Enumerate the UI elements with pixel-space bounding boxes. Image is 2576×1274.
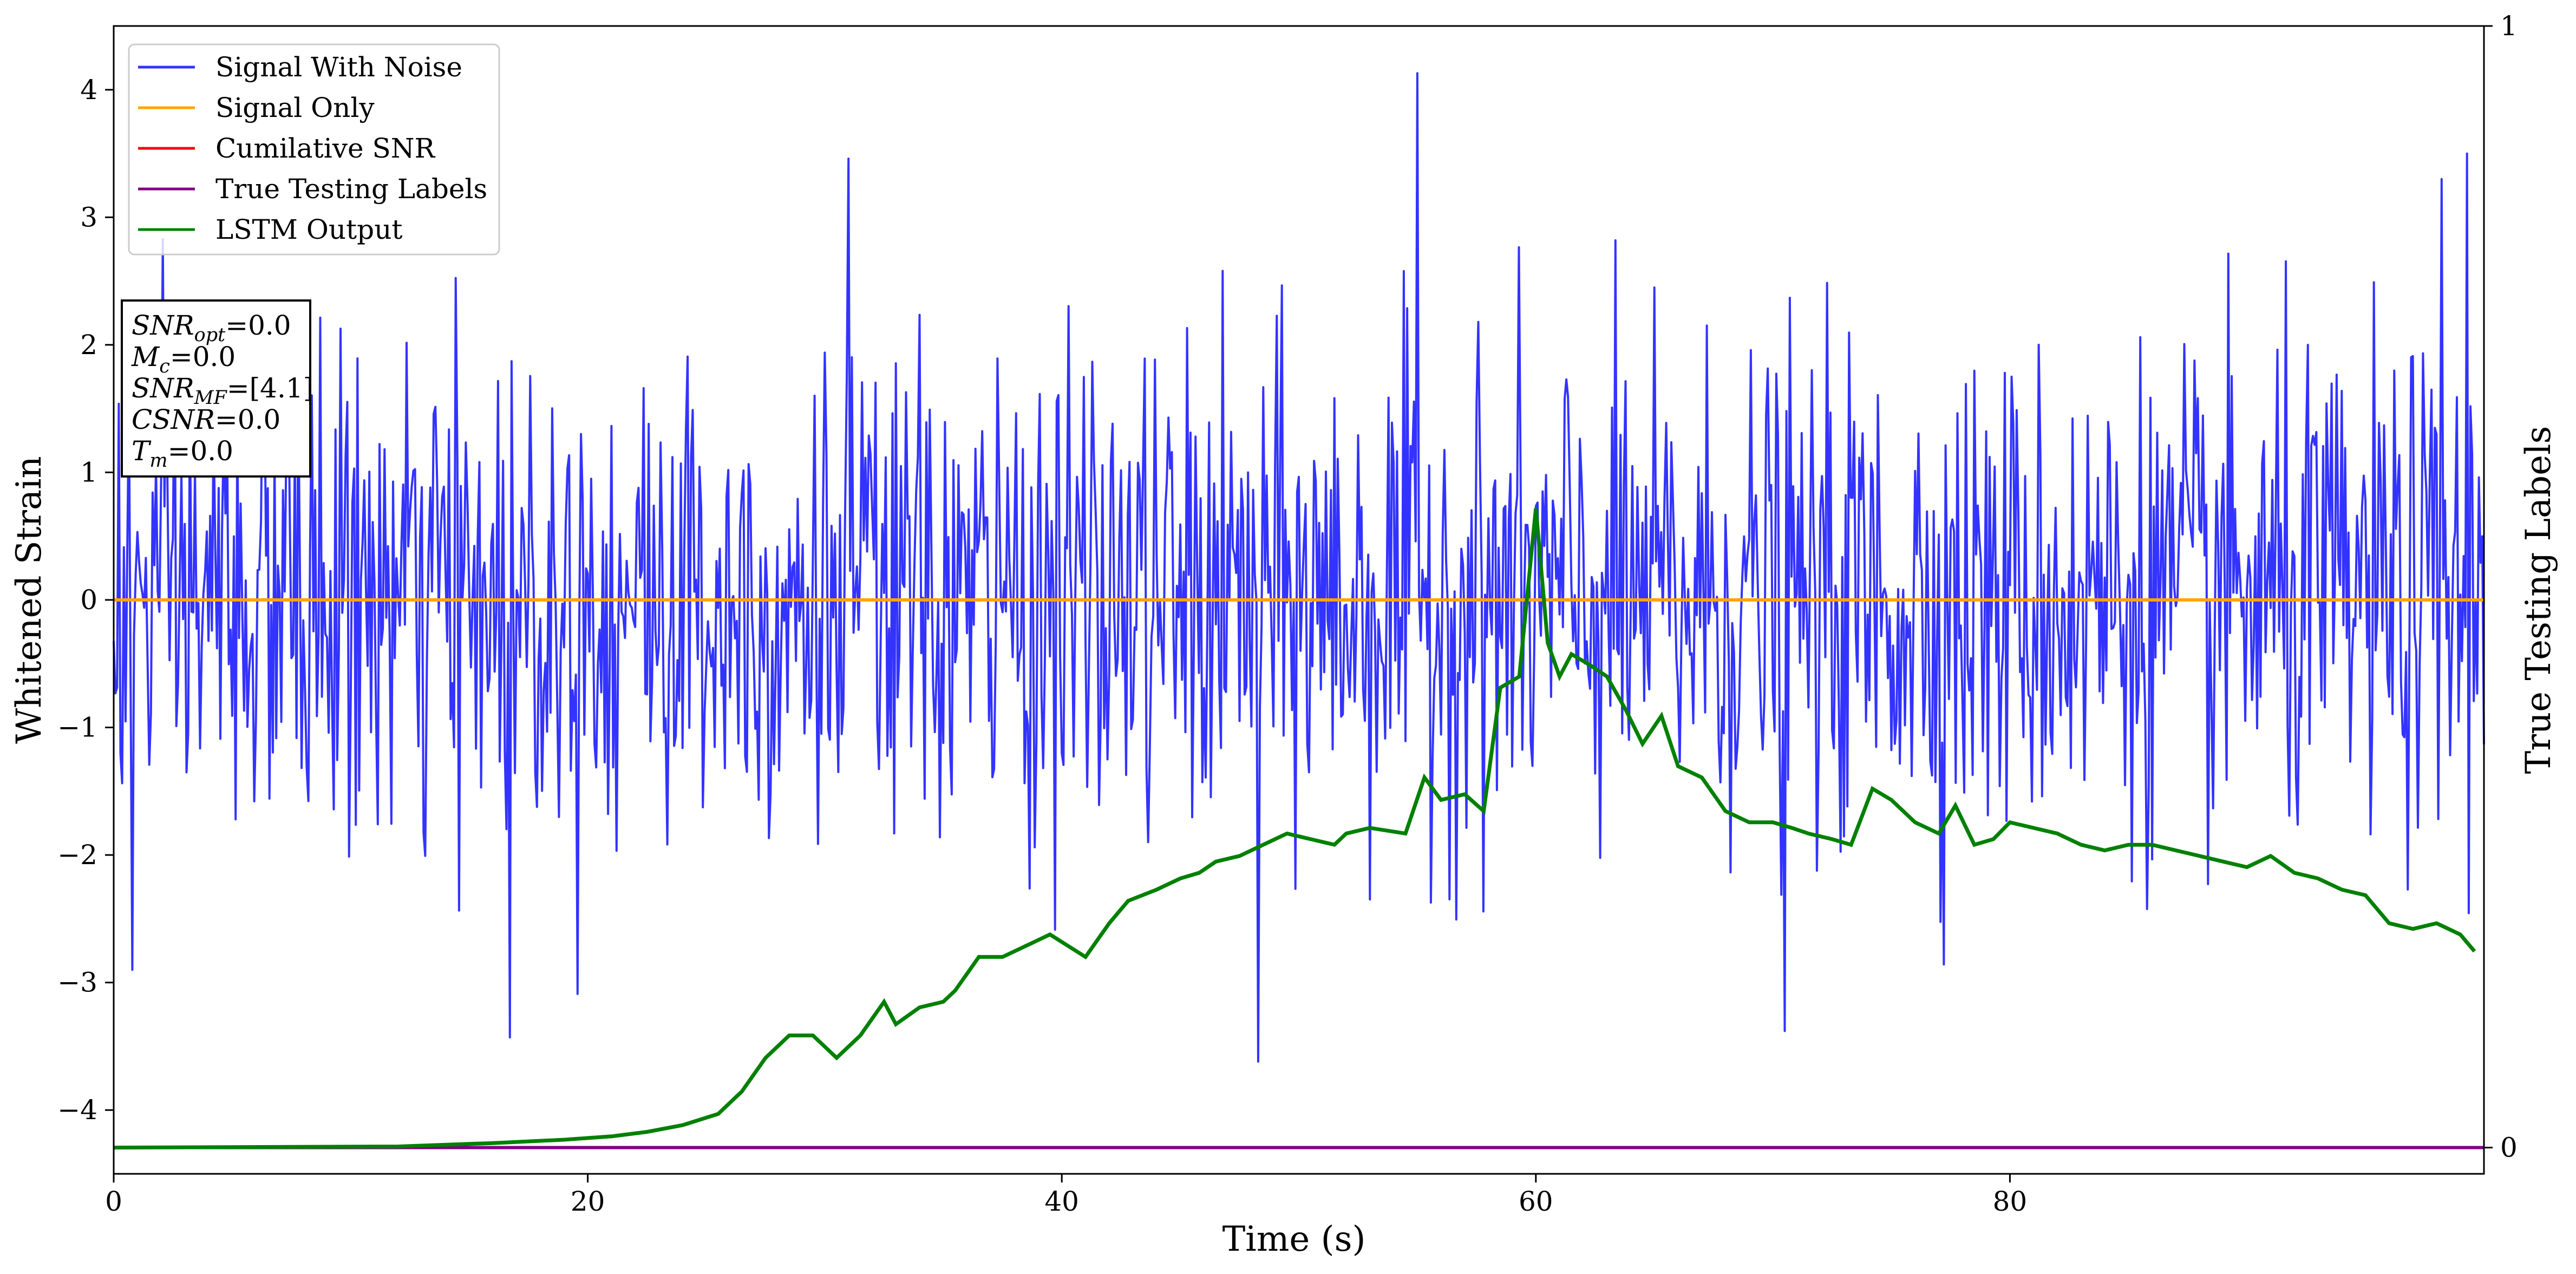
info-line: CSNR=0.0 (132, 404, 280, 435)
y-axis-title: Whitened Strain (9, 456, 49, 743)
y-tick-label: −1 (57, 712, 97, 743)
info-box-frame (121, 299, 311, 478)
info-box: SNRopt=0.0Mc=0.0SNRMF=[4.1]CSNR=0.0Tm=0.… (121, 299, 313, 478)
y-tick-label: −2 (57, 839, 97, 871)
legend-box (128, 43, 500, 256)
y-tick-label: 2 (80, 329, 97, 361)
x-tick-label: 20 (571, 1186, 605, 1217)
y-tick-label: −3 (57, 967, 97, 998)
y2-tick-label: 1 (2500, 10, 2518, 42)
legend-label: LSTM Output (215, 214, 402, 245)
x-tick-label: 40 (1044, 1186, 1079, 1217)
x-axis-title: Time (s) (1222, 1219, 1366, 1259)
info-line: Mc=0.0 (131, 341, 236, 377)
signal-with-noise-series (113, 72, 2485, 1063)
x-tick-label: 60 (1519, 1186, 1553, 1217)
signal-with-noise-line (113, 72, 2485, 1063)
x-tick-label: 80 (1993, 1186, 2028, 1217)
y-tick-label: 0 (80, 584, 97, 616)
y-tick-label: 4 (80, 74, 97, 106)
line-series-layer (113, 508, 2484, 1149)
y-tick-label: 3 (80, 201, 97, 233)
legend-label: Signal Only (215, 92, 375, 123)
x-tick-label: 0 (105, 1186, 122, 1217)
legend-items: Signal With Noise Signal Only Cumilative S… (138, 51, 487, 245)
info-box-lines: SNRopt=0.0Mc=0.0SNRMF=[4.1]CSNR=0.0Tm=0.… (131, 310, 313, 472)
info-line: Tm=0.0 (132, 435, 233, 472)
legend-label: Cumilative SNR (215, 133, 435, 164)
y-tick-label: 1 (80, 456, 97, 488)
y-tick-label: −4 (57, 1094, 97, 1126)
lstm-output-line (113, 508, 2476, 1149)
info-line: SNRMF=[4.1] (132, 373, 313, 409)
legend: Signal With Noise Signal Only Cumilative S… (128, 43, 500, 256)
y2-tick-label: 0 (2500, 1132, 2518, 1164)
legend-label: Signal With Noise (215, 51, 462, 83)
y2-axis-title: True Testing Labels (2519, 426, 2559, 774)
legend-label: True Testing Labels (215, 173, 487, 205)
info-line: SNRopt=0.0 (132, 310, 291, 346)
